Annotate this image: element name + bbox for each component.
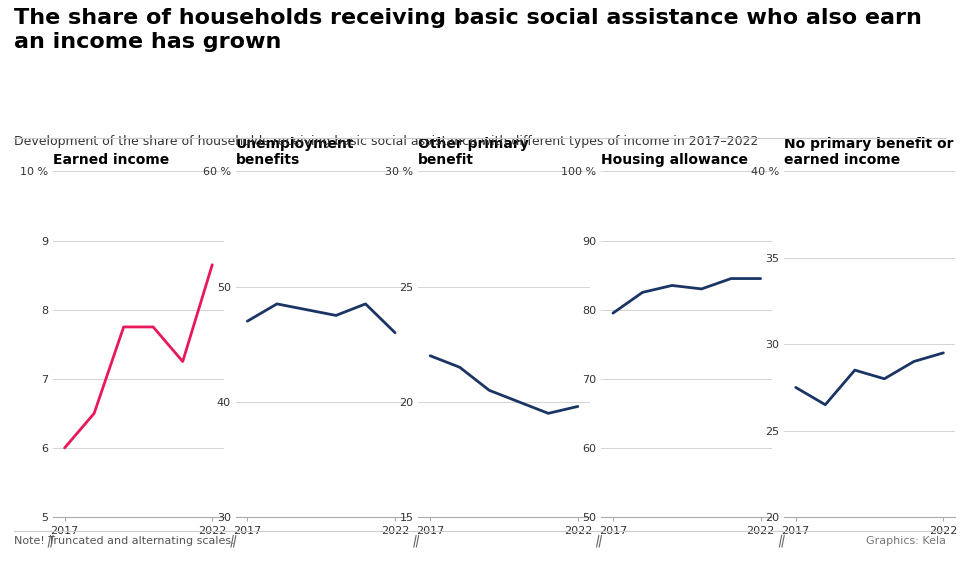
Text: Earned income: Earned income [53, 153, 169, 167]
Text: The share of households receiving basic social assistance who also earn
an incom: The share of households receiving basic … [14, 8, 923, 52]
Text: Housing allowance: Housing allowance [601, 153, 748, 167]
Text: Note! Truncated and alternating scales.: Note! Truncated and alternating scales. [14, 536, 235, 546]
Text: No primary benefit or
earned income: No primary benefit or earned income [784, 137, 953, 167]
Text: Unemployment
benefits: Unemployment benefits [235, 137, 354, 167]
Text: Development of the share of households receiving basic social assistance with di: Development of the share of households r… [14, 135, 758, 148]
Text: Other primary
benefit: Other primary benefit [419, 137, 529, 167]
Text: Graphics: Kela: Graphics: Kela [866, 536, 946, 546]
